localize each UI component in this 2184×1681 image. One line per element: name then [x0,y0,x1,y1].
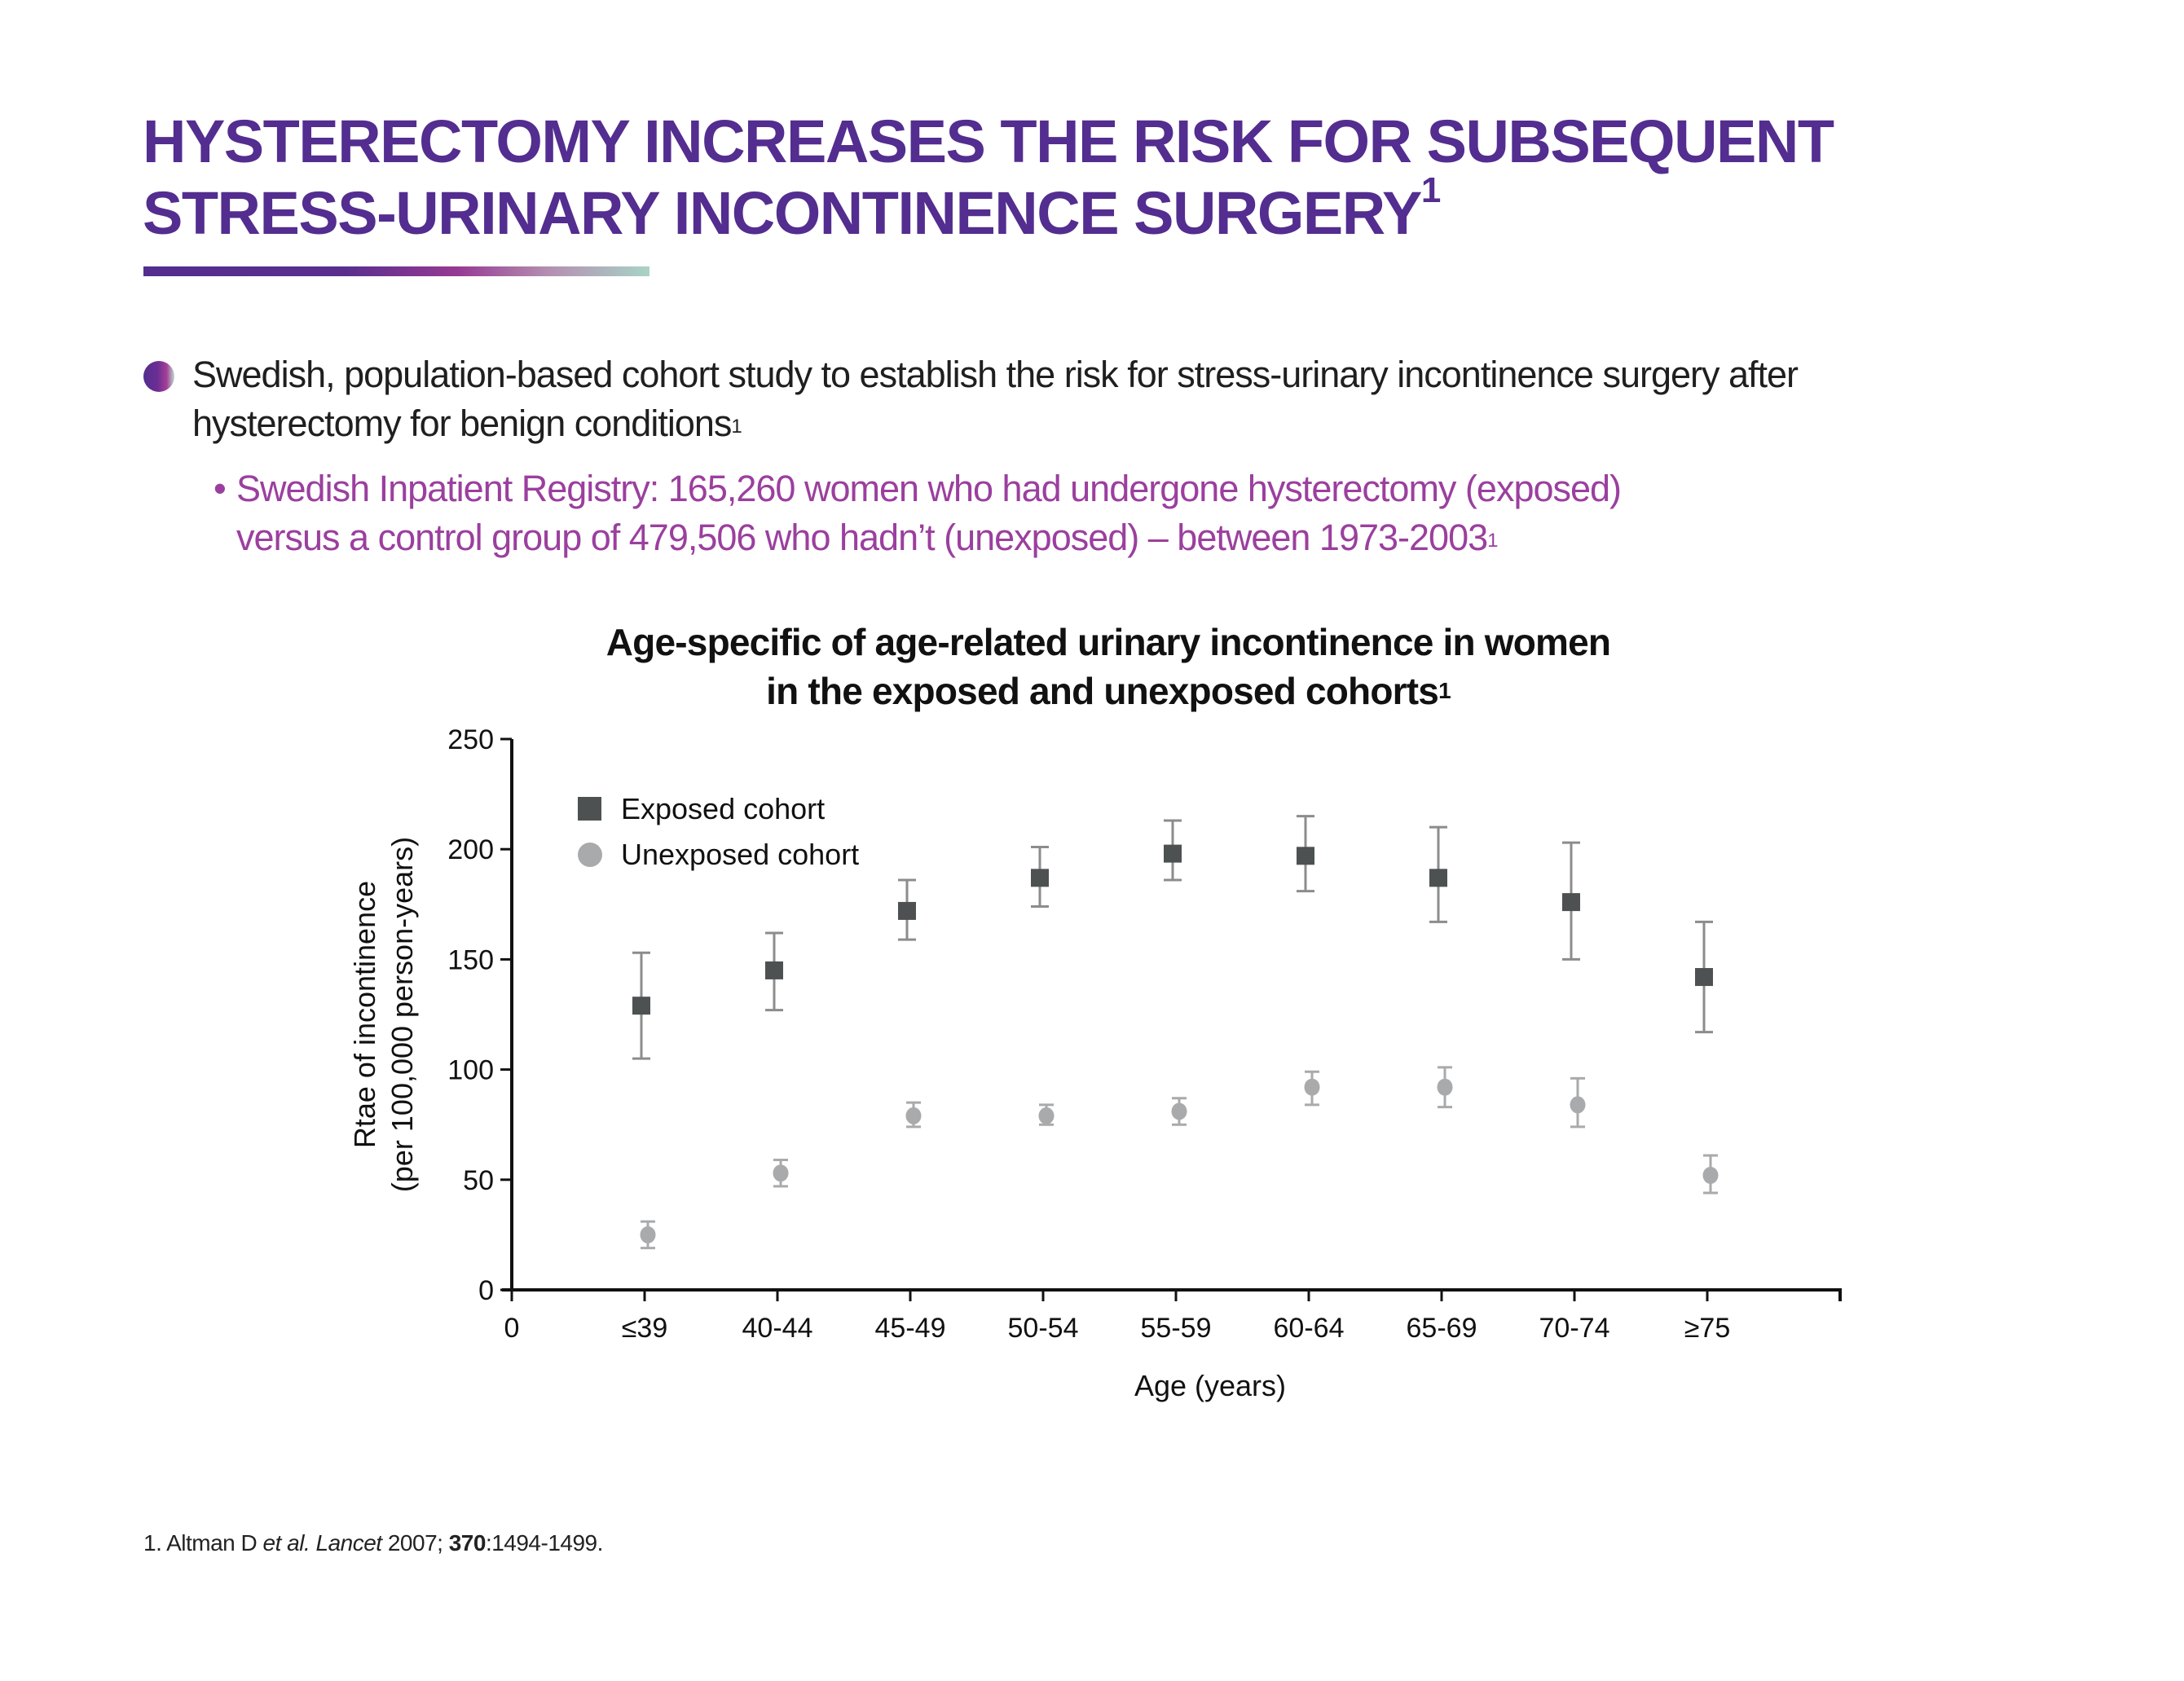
y-tick-label: 250 [447,724,494,755]
footnote-prefix: 1. Altman D [143,1530,263,1556]
data-point-circle [1038,1107,1055,1124]
sub-bullet-line-1: Swedish Inpatient Registry: 165,260 wome… [236,468,1622,509]
y-tick-label: 0 [478,1275,494,1306]
y-axis-title: Rtae of incontinence (per 100,000 person-… [348,837,419,1192]
data-point-circle [1304,1078,1320,1096]
series-unexposed-cohort [640,1066,1719,1250]
legend-circle-icon [578,843,602,867]
x-tick-label: 60-64 [1274,1313,1345,1344]
bullet-main-line-2: hysterectomy for benign conditions1 [192,399,2018,448]
data-point-square [765,961,783,979]
data-point-circle [1437,1078,1453,1096]
x-tick-label: 70-74 [1539,1313,1610,1344]
data-point-circle [1171,1102,1187,1120]
data-point-square [1031,869,1049,887]
data-point-circle [1570,1096,1586,1114]
x-tick-label: ≤39 [622,1313,667,1344]
sub-bullet-line-2: versus a control group of 479,506 who ha… [236,513,2003,562]
x-tick-label: 40-44 [742,1313,813,1344]
y-axis-title-line-2: (per 100,000 person-years) [385,837,419,1192]
data-point-square [1297,847,1314,865]
title-gradient-rule [143,266,649,276]
legend-square-icon [578,797,601,821]
x-tick-label: 55-59 [1141,1313,1212,1344]
sub-bullet-reference: 1 [1487,530,1498,552]
x-tick-label: 65-69 [1407,1313,1477,1344]
footnote-journal: Lancet [315,1530,383,1556]
legend-label-exposed: Exposed cohort [621,792,825,825]
chart-title-line-2-text: in the exposed and unexposed cohorts [766,670,1439,712]
footnote: 1. Altman D et al. Lancet 2007; 370:1494… [143,1530,603,1556]
data-point-square [1695,968,1713,987]
bullet-main: Swedish, population-based cohort study t… [143,350,2018,448]
data-point-square [898,901,916,920]
x-tick-label: 0 [504,1313,520,1344]
chart-title-line-1: Age-specific of age-related urinary inco… [605,621,1611,663]
data-point-square [632,997,650,1015]
page-title-line-2: STRESS-URINARY INCONTINENCE SURGERY1 [143,173,2017,249]
footnote-etal: et al. [262,1530,310,1556]
y-tick-label: 100 [447,1055,494,1086]
axes: 0 50 100 150 200 250 0 ≤39 40-44 45-49 50-54 55-59 6… [348,724,1842,1402]
footnote-space [310,1530,315,1556]
data-point-circle [773,1164,789,1182]
chart-legend: Exposed cohort Unexposed cohort [578,792,859,871]
page-title-line-2-text: STRESS-URINARY INCONTINENCE SURGERY [143,179,1422,247]
y-axis-title-line-1: Rtae of incontinence [348,881,381,1148]
data-point-square [1164,844,1182,863]
data-point-square [1562,893,1580,912]
bullet-circle-icon [143,361,174,392]
data-point-circle [640,1226,656,1243]
legend-label-unexposed: Unexposed cohort [621,838,859,871]
y-tick-label: 50 [463,1165,494,1196]
sub-bullet-line-2-text: versus a control group of 479,506 who ha… [236,517,1488,558]
bullet-main-line-1: Swedish, population-based cohort study t… [192,354,1799,395]
x-tick-label: ≥75 [1684,1313,1730,1344]
series-exposed-cohort [632,815,1713,1060]
chart-title-line-2: in the exposed and unexposed cohorts1 [456,667,1760,715]
footnote-year: 2007; [381,1530,449,1556]
x-tick-label: 50-54 [1008,1313,1079,1344]
sub-bullet-dot-icon: • [214,468,227,509]
y-tick-label: 200 [447,834,494,865]
chart-marks [632,815,1719,1250]
data-point-circle [905,1107,922,1124]
footnote-volume: 370 [448,1530,487,1556]
bullet-main-reference: 1 [731,416,742,438]
x-tick-label: 45-49 [875,1313,946,1344]
sub-bullet: • Swedish Inpatient Registry: 165,260 wo… [210,464,2003,562]
page-title-line-1: HYSTERECTOMY INCREASES THE RISK FOR SUBS… [143,108,1834,175]
footnote-pages: :1494-1499. [485,1530,603,1556]
data-point-square [1429,869,1447,887]
page-title: HYSTERECTOMY INCREASES THE RISK FOR SUBS… [143,106,2017,249]
chart-title: Age-specific of age-related urinary inco… [456,618,1760,715]
data-point-circle [1702,1166,1719,1184]
bullet-main-line-2-text: hysterectomy for benign conditions [192,403,732,444]
y-tick-label: 150 [447,944,494,975]
title-reference-marker: 1 [1420,170,1441,210]
x-axis-title: Age (years) [1134,1369,1286,1402]
chart-title-reference: 1 [1438,678,1451,703]
